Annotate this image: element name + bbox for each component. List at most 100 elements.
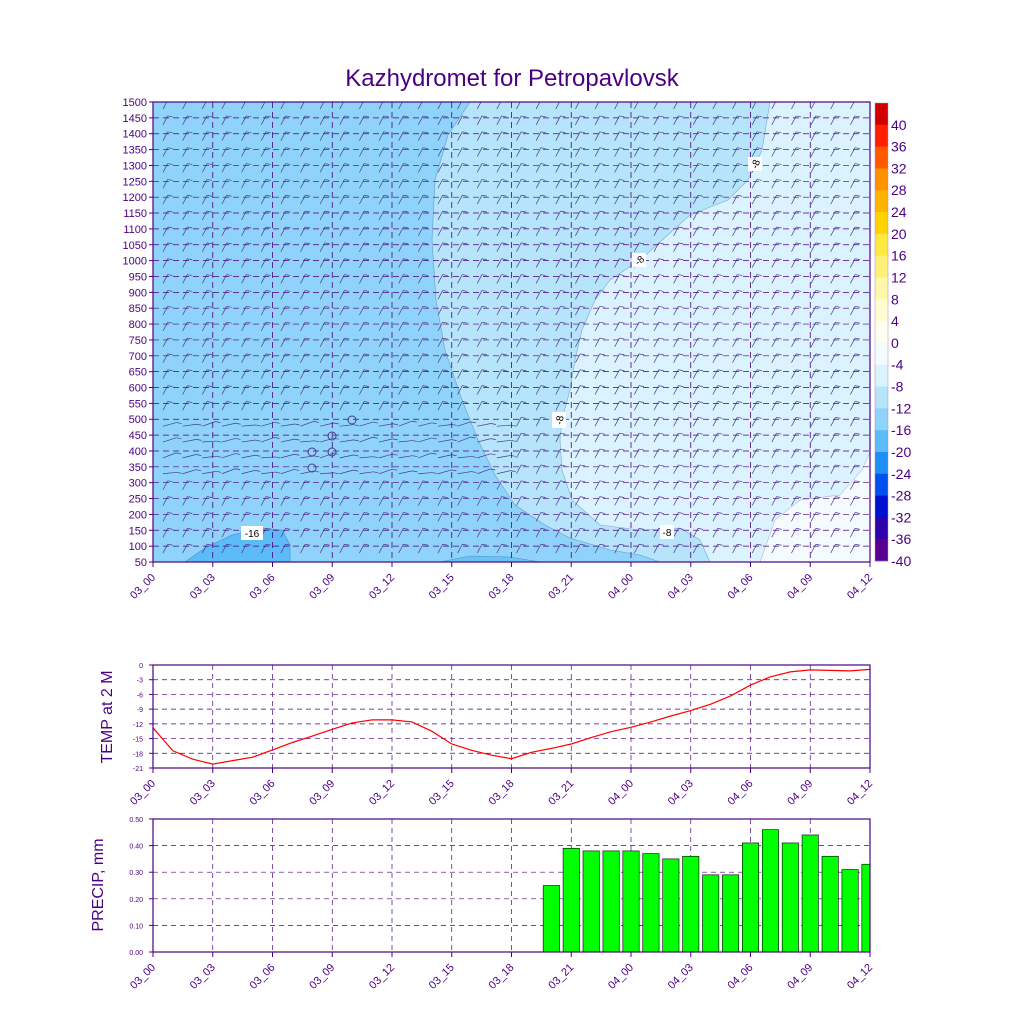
- wind-barb-flag: [560, 369, 566, 372]
- wind-barb-flag: [246, 242, 252, 245]
- wind-barb: [477, 423, 492, 427]
- wind-barb: [575, 464, 581, 474]
- wind-barb: [771, 480, 777, 490]
- y-tick-label: 700: [129, 351, 147, 363]
- wind-barb-flag: [383, 210, 389, 213]
- wind-barb-flag: [490, 423, 497, 425]
- wind-barb: [791, 306, 797, 316]
- wind-barb: [221, 322, 227, 332]
- wind-barb: [653, 306, 659, 316]
- wind-barb-flag: [638, 369, 645, 372]
- wind-barb-flag: [481, 528, 487, 530]
- wind-barb-flag: [560, 401, 566, 403]
- wind-barb-flag: [796, 369, 802, 372]
- wind-barb: [634, 131, 640, 141]
- wind-barb-flag: [422, 147, 429, 150]
- wind-barb-flag: [521, 179, 527, 181]
- wind-barb-flag: [364, 369, 370, 372]
- wind-barb: [810, 306, 817, 316]
- wind-barb: [398, 401, 404, 411]
- wind-barb: [830, 306, 836, 316]
- wind-barb-flag: [599, 401, 605, 403]
- wind-barb: [810, 179, 817, 189]
- wind-barb-flag: [756, 448, 762, 451]
- wind-barb: [437, 147, 443, 157]
- wind-barb-flag: [462, 385, 468, 387]
- wind-barb: [614, 131, 620, 141]
- wind-barb: [751, 448, 758, 459]
- wind-barb-flag: [285, 385, 291, 387]
- wind-barb-flag: [599, 353, 605, 356]
- wind-barb: [221, 453, 236, 459]
- wind-barb-flag: [756, 179, 762, 181]
- colorbar-swatch: [875, 321, 888, 344]
- wind-barb-flag: [285, 274, 291, 276]
- wind-barb-flag: [274, 421, 280, 424]
- wind-barb-flag: [697, 448, 704, 451]
- wind-barb-flag: [776, 115, 782, 118]
- wind-barb-flag: [226, 337, 232, 340]
- wind-barb: [830, 242, 836, 252]
- wind-barb: [241, 544, 247, 554]
- wind-barb-flag: [246, 496, 252, 498]
- wind-barb-flag: [501, 496, 507, 498]
- colorbar-label: 24: [891, 204, 907, 220]
- wind-barb: [732, 337, 738, 348]
- wind-barb: [555, 337, 561, 348]
- wind-barb: [771, 385, 777, 395]
- wind-barb-flag: [383, 194, 389, 197]
- wind-barb-flag: [324, 528, 330, 530]
- wind-barb: [241, 163, 247, 173]
- wind-barb-flag: [403, 226, 409, 229]
- wind-barb-flag: [678, 448, 684, 451]
- wind-barb: [653, 258, 659, 268]
- wind-barb: [516, 433, 522, 443]
- wind-barb-flag: [305, 290, 311, 292]
- wind-barb-flag: [383, 496, 389, 498]
- wind-barb-flag: [383, 369, 389, 372]
- wind-barb-flag: [246, 258, 252, 261]
- wind-barb-flag: [305, 385, 311, 387]
- wind-barb-flag: [462, 305, 468, 308]
- wind-barb-flag: [638, 448, 645, 451]
- wind-barb: [575, 306, 581, 316]
- wind-barb: [378, 512, 385, 522]
- wind-barb-flag: [227, 100, 232, 101]
- wind-barb: [339, 179, 345, 189]
- wind-barb: [221, 179, 227, 189]
- wind-barb: [260, 226, 267, 236]
- precip-panel: 0.500.400.300.200.100.00 03_00 03_03 03_06…: [90, 817, 875, 992]
- y-tick-label: 0.50: [129, 817, 143, 824]
- wind-barb: [476, 163, 483, 173]
- wind-barb-flag: [411, 420, 417, 423]
- wind-barb: [712, 417, 718, 427]
- wind-barb: [673, 512, 679, 522]
- wind-barb-flag: [383, 179, 389, 181]
- wind-barb-flag: [638, 337, 645, 340]
- wind-barb-flag: [776, 147, 782, 150]
- wind-barb-flag: [815, 115, 821, 118]
- wind-barb-flag: [737, 115, 743, 118]
- wind-barb: [221, 438, 236, 443]
- wind-barb: [496, 496, 502, 506]
- wind-barb: [850, 226, 856, 236]
- wind-barb-flag: [560, 512, 566, 514]
- wind-barb-flag: [422, 258, 429, 261]
- wind-barb-flag: [187, 194, 193, 197]
- wind-barb-flag: [383, 115, 389, 118]
- wind-barb: [634, 163, 640, 173]
- wind-barb: [850, 480, 856, 490]
- wind-barb-flag: [580, 543, 586, 546]
- wind-barb-flag: [580, 432, 586, 435]
- wind-barb-flag: [265, 274, 271, 276]
- wind-barb: [496, 290, 502, 300]
- wind-barb-flag: [305, 147, 311, 150]
- wind-barb: [692, 528, 699, 538]
- wind-barb: [555, 448, 561, 459]
- wind-barb: [339, 258, 345, 268]
- wind-barb-flag: [285, 147, 291, 150]
- wind-barb-flag: [403, 496, 409, 498]
- wind-barb-flag: [815, 179, 821, 181]
- wind-barb: [692, 147, 699, 157]
- wind-barb: [300, 115, 306, 125]
